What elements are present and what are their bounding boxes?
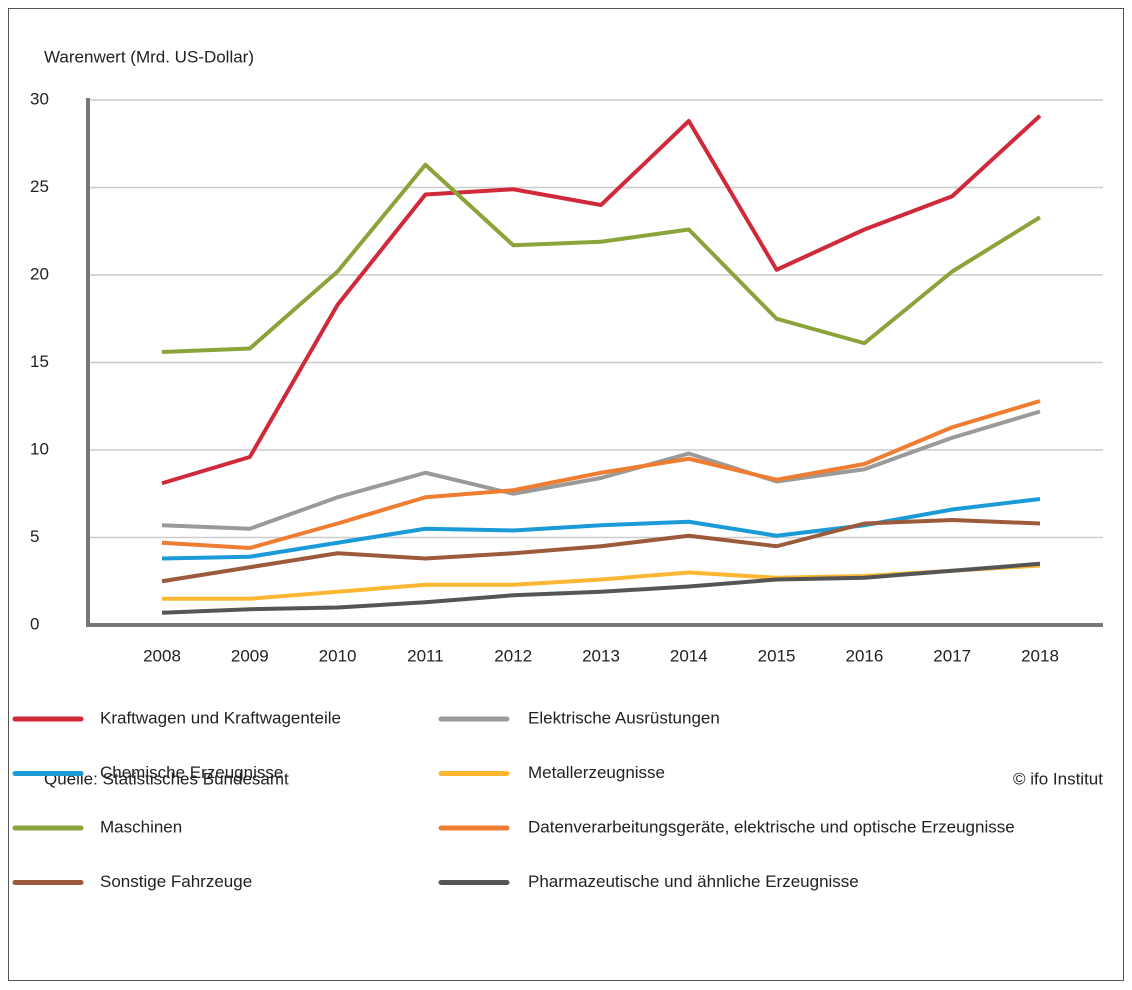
source: Quelle: Statistisches Bundesamt <box>44 769 289 788</box>
legend-label: Metallerzeugnisse <box>528 763 665 782</box>
y-tick-label: 5 <box>30 527 39 546</box>
x-tick-label: 2009 <box>231 646 269 665</box>
series-line <box>162 563 1041 601</box>
y-tick-label: 30 <box>30 89 49 108</box>
x-tick-label: 2014 <box>670 646 708 665</box>
x-tick-label: 2017 <box>933 646 971 665</box>
x-tick-label: 2010 <box>319 646 357 665</box>
series-line <box>161 561 1041 615</box>
series-line <box>161 162 1042 354</box>
frame <box>8 8 1124 981</box>
legend-label: Elektrische Ausrüstungen <box>528 708 720 727</box>
series-line <box>161 409 1041 531</box>
series-line <box>161 497 1041 561</box>
y-tick-label: 0 <box>30 614 39 633</box>
x-tick-label: 2013 <box>582 646 620 665</box>
legend-label: Maschinen <box>100 817 182 836</box>
x-tick-label: 2016 <box>845 646 883 665</box>
y-tick-label: 10 <box>30 439 49 458</box>
series-line <box>161 518 1041 584</box>
credit: © ifo Institut <box>1013 769 1103 788</box>
series-line <box>161 399 1041 550</box>
x-tick-label: 2011 <box>407 646 444 665</box>
x-tick-label: 2018 <box>1021 646 1059 665</box>
x-tick-label: 2012 <box>494 646 532 665</box>
legend-label: Sonstige Fahrzeuge <box>100 872 252 891</box>
y-axis-label: Warenwert (Mrd. US-Dollar) <box>44 47 254 66</box>
series-line <box>161 114 1042 486</box>
y-tick-label: 20 <box>30 264 49 283</box>
y-tick-label: 25 <box>30 177 49 196</box>
x-tick-label: 2015 <box>758 646 796 665</box>
legend-label: Datenverarbeitungsgeräte, elektrische un… <box>528 817 1015 836</box>
legend-label: Pharmazeutische und ähnliche Erzeugnisse <box>528 872 859 891</box>
x-tick-label: 2008 <box>143 646 181 665</box>
legend-label: Chemische Erzeugnisse <box>100 763 283 782</box>
legend-label: Kraftwagen und Kraftwagenteile <box>100 708 341 727</box>
y-tick-label: 15 <box>30 352 49 371</box>
